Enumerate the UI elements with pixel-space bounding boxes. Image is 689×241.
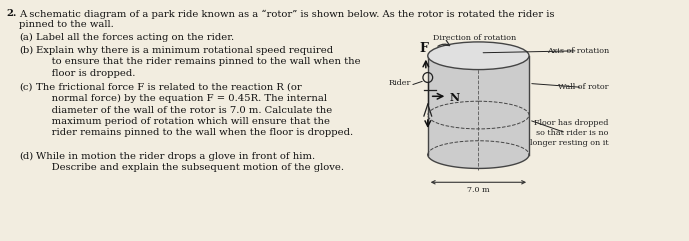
- Text: pinned to the wall.: pinned to the wall.: [19, 20, 114, 29]
- Text: The frictional force F is related to the reaction R (or
     normal force) by th: The frictional force F is related to the…: [37, 82, 353, 137]
- Text: (a): (a): [19, 33, 33, 42]
- Text: (d): (d): [19, 152, 33, 161]
- Text: Axis of rotation: Axis of rotation: [546, 47, 609, 55]
- Text: 7.0 m: 7.0 m: [467, 186, 490, 194]
- Text: Explain why there is a minimum rotational speed required
     to ensure that the: Explain why there is a minimum rotationa…: [37, 46, 361, 78]
- Text: N: N: [449, 92, 460, 103]
- Text: Direction of rotation: Direction of rotation: [433, 34, 516, 42]
- Text: (b): (b): [19, 46, 33, 55]
- Text: A schematic diagram of a park ride known as a “rotor” is shown below. As the rot: A schematic diagram of a park ride known…: [19, 9, 555, 19]
- Text: Rider: Rider: [389, 80, 411, 87]
- Text: F: F: [420, 42, 429, 55]
- Text: (c): (c): [19, 82, 32, 91]
- Text: 2.: 2.: [6, 9, 17, 18]
- Ellipse shape: [428, 141, 529, 168]
- Text: Label all the forces acting on the rider.: Label all the forces acting on the rider…: [37, 33, 234, 42]
- Text: Floor has dropped
so that rider is no
longer resting on it: Floor has dropped so that rider is no lo…: [531, 119, 609, 147]
- Text: Wall of rotor: Wall of rotor: [558, 83, 609, 91]
- Ellipse shape: [428, 42, 529, 70]
- Text: While in motion the rider drops a glove in front of him.
     Describe and expla: While in motion the rider drops a glove …: [37, 152, 344, 172]
- Bar: [428, 56, 529, 155]
